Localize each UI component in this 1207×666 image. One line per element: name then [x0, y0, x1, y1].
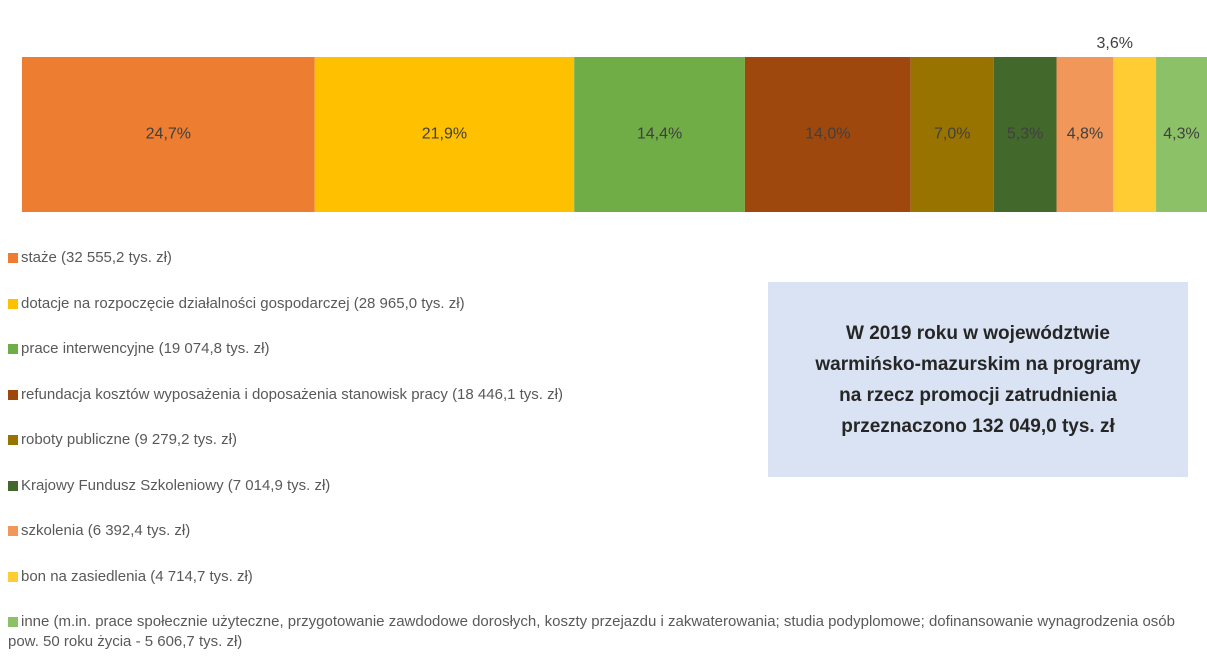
- legend-label: szkolenia (6 392,4 tys. zł): [21, 522, 191, 539]
- legend-label: refundacja kosztów wyposażenia i doposaż…: [21, 385, 563, 403]
- data-label: 3,6%: [1096, 35, 1132, 52]
- data-label: 4,3%: [1163, 126, 1199, 143]
- bar-segment: [574, 57, 745, 212]
- legend-item: Krajowy Fundusz Szkoleniowy (7 014,9 tys…: [8, 476, 330, 496]
- data-label: 14,0%: [805, 126, 850, 143]
- legend-swatch: [8, 253, 18, 263]
- legend-item: dotacje na rozpoczęcie działalności gosp…: [8, 294, 465, 314]
- data-label: 21,9%: [422, 126, 467, 143]
- legend-swatch: [8, 526, 18, 536]
- legend-label: dotacje na rozpoczęcie działalności gosp…: [21, 294, 465, 312]
- legend-swatch: [8, 480, 18, 491]
- legend-item: szkolenia (6 392,4 tys. zł): [8, 521, 190, 541]
- chart: 24,7% 21,9% 14,4% 14,0% 7,0% 5,3% 4,8% 3,6% 4,3%: [22, 35, 1207, 212]
- legend-label: Krajowy Fundusz Szkoleniowy (7 014,9 tys…: [21, 476, 331, 494]
- legend-label: staże (32 555,2 tys. zł): [21, 249, 172, 266]
- legend-item: roboty publiczne (9 279,2 tys. zł): [8, 430, 237, 450]
- bar-segment: [910, 57, 994, 212]
- legend-item: bon na zasiedlenia (4 714,7 tys. zł): [8, 567, 253, 587]
- legend-label: prace interwencyjne (19 074,8 tys. zł): [21, 340, 270, 357]
- legend-label: roboty publiczne (9 279,2 tys. zł): [21, 431, 237, 448]
- legend-item: prace interwencyjne (19 074,8 tys. zł): [8, 339, 269, 359]
- bar-segment: [1056, 57, 1114, 212]
- legend-swatch: [8, 389, 18, 400]
- legend-item: refundacja kosztów wyposażenia i doposaż…: [8, 385, 563, 405]
- legend-swatch: [8, 617, 18, 627]
- data-label: 7,0%: [934, 126, 970, 143]
- legend-swatch: [8, 344, 18, 354]
- bar-segment: [993, 57, 1057, 212]
- legend-label: inne (m.in. prace społecznie użyteczne, …: [8, 613, 1175, 650]
- legend-item: inne (m.in. prace społecznie użyteczne, …: [8, 612, 1203, 652]
- legend-label: bon na zasiedlenia (4 714,7 tys. zł): [21, 567, 253, 585]
- bar-segment: [744, 57, 911, 212]
- legend-swatch: [8, 298, 18, 309]
- data-label: 14,4%: [637, 126, 682, 143]
- bar-segment: [1113, 57, 1157, 212]
- data-label: 24,7%: [146, 126, 191, 143]
- bar-segment: [1156, 57, 1207, 212]
- bar-segment: [314, 57, 575, 212]
- legend-swatch: [8, 435, 18, 445]
- legend-item: staże (32 555,2 tys. zł): [8, 248, 172, 268]
- annotation-box: W 2019 roku w województwie warmińsko-maz…: [768, 282, 1188, 477]
- data-label: 5,3%: [1007, 126, 1043, 143]
- data-label: 4,8%: [1067, 126, 1103, 143]
- bar-segment: [22, 57, 315, 212]
- legend-swatch: [8, 571, 18, 582]
